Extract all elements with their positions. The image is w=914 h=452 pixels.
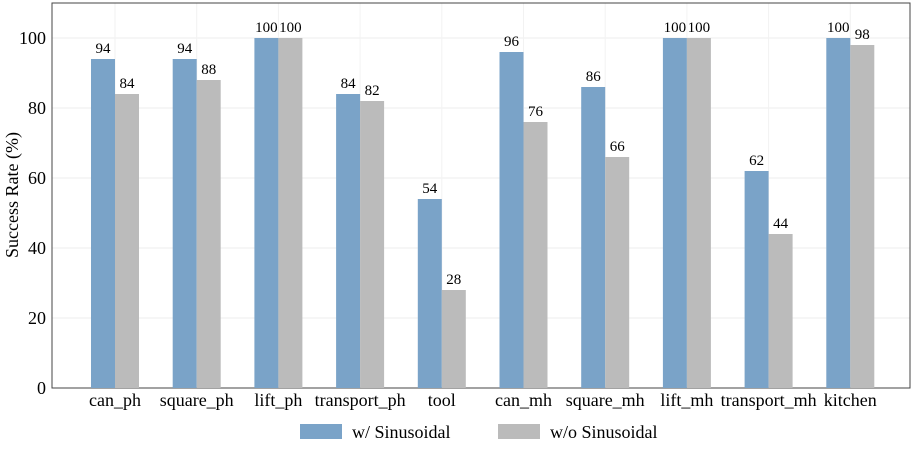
legend-swatch-w-sinusoidal: [300, 424, 342, 439]
bar-transport_ph-wo-sinusoidal: [360, 101, 385, 388]
y-tick-label: 60: [28, 168, 46, 188]
bar-square_mh-wo-sinusoidal: [605, 157, 630, 388]
data-label-tool-w-sinusoidal: 54: [422, 181, 438, 197]
bar-square_ph-w-sinusoidal: [172, 59, 197, 388]
x-tick-label-tool: tool: [428, 390, 456, 410]
data-label-tool-wo-sinusoidal: 28: [446, 272, 461, 288]
x-tick-label-lift_ph: lift_ph: [254, 390, 302, 410]
x-tick-label-lift_mh: lift_mh: [660, 390, 713, 410]
bars: [91, 38, 875, 388]
bar-kitchen-w-sinusoidal: [826, 38, 851, 388]
data-label-lift_mh-wo-sinusoidal: 100: [688, 20, 711, 36]
bar-lift_mh-wo-sinusoidal: [686, 38, 711, 388]
x-tick-label-transport_ph: transport_ph: [315, 390, 406, 410]
data-label-transport_mh-w-sinusoidal: 62: [749, 153, 764, 169]
bar-lift_ph-w-sinusoidal: [254, 38, 279, 388]
bar-can_ph-wo-sinusoidal: [115, 94, 139, 388]
y-tick-label: 80: [28, 98, 46, 118]
bar-can_mh-wo-sinusoidal: [523, 122, 548, 388]
data-label-lift_ph-wo-sinusoidal: 100: [279, 20, 302, 36]
data-label-square_mh-wo-sinusoidal: 66: [610, 139, 626, 155]
x-tick-label-transport_mh: transport_mh: [721, 390, 817, 410]
bar-square_ph-wo-sinusoidal: [196, 80, 221, 388]
legend-label-wo-sinusoidal: w/o Sinusoidal: [550, 422, 658, 442]
y-tick-label: 0: [37, 378, 46, 398]
y-tick-label: 40: [28, 238, 46, 258]
data-label-transport_ph-w-sinusoidal: 84: [341, 76, 357, 92]
data-label-kitchen-w-sinusoidal: 100: [827, 20, 850, 36]
bar-tool-wo-sinusoidal: [441, 290, 466, 388]
y-tick-label: 20: [28, 308, 46, 328]
data-label-square_ph-wo-sinusoidal: 88: [201, 62, 216, 78]
data-label-square_ph-w-sinusoidal: 94: [177, 41, 193, 57]
legend-label-w-sinusoidal: w/ Sinusoidal: [352, 422, 451, 442]
bar-lift_mh-w-sinusoidal: [662, 38, 687, 388]
bar-lift_ph-wo-sinusoidal: [278, 38, 303, 388]
x-tick-label-can_ph: can_ph: [89, 390, 141, 410]
data-label-lift_mh-w-sinusoidal: 100: [664, 20, 687, 36]
y-tick-label: 100: [19, 28, 46, 48]
data-label-can_mh-w-sinusoidal: 96: [504, 34, 520, 50]
y-axis-ticks: 0 20 40 60 80 100: [19, 28, 46, 398]
plot-frame: [51, 2, 911, 389]
data-label-transport_ph-wo-sinusoidal: 82: [365, 83, 380, 99]
x-tick-label-square_ph: square_ph: [160, 390, 234, 410]
y-axis-title: Success Rate (%): [2, 132, 23, 258]
data-label-lift_ph-w-sinusoidal: 100: [255, 20, 278, 36]
x-tick-label-square_mh: square_mh: [566, 390, 645, 410]
bar-transport_mh-w-sinusoidal: [744, 171, 769, 388]
bar-transport_ph-w-sinusoidal: [336, 94, 361, 388]
bar-kitchen-wo-sinusoidal: [850, 45, 875, 388]
data-label-can_ph-wo-sinusoidal: 84: [120, 76, 136, 92]
data-label-transport_mh-wo-sinusoidal: 44: [773, 216, 789, 232]
bar-square_mh-w-sinusoidal: [581, 87, 606, 388]
bar-transport_mh-wo-sinusoidal: [768, 234, 793, 388]
legend-swatch-wo-sinusoidal: [498, 424, 540, 439]
bar-can_mh-w-sinusoidal: [499, 52, 524, 388]
legend: w/ Sinusoidal w/o Sinusoidal: [300, 422, 658, 442]
bar-tool-w-sinusoidal: [417, 199, 442, 388]
bar-can_ph-w-sinusoidal: [91, 59, 115, 388]
data-label-can_ph-w-sinusoidal: 94: [96, 41, 112, 57]
data-label-square_mh-w-sinusoidal: 86: [586, 69, 602, 85]
data-label-can_mh-wo-sinusoidal: 76: [528, 104, 544, 120]
x-axis-ticks: can_ph square_ph lift_ph transport_ph tool ca…: [89, 390, 877, 410]
x-tick-label-can_mh: can_mh: [495, 390, 552, 410]
data-label-kitchen-wo-sinusoidal: 98: [855, 27, 870, 43]
x-tick-label-kitchen: kitchen: [824, 390, 877, 410]
